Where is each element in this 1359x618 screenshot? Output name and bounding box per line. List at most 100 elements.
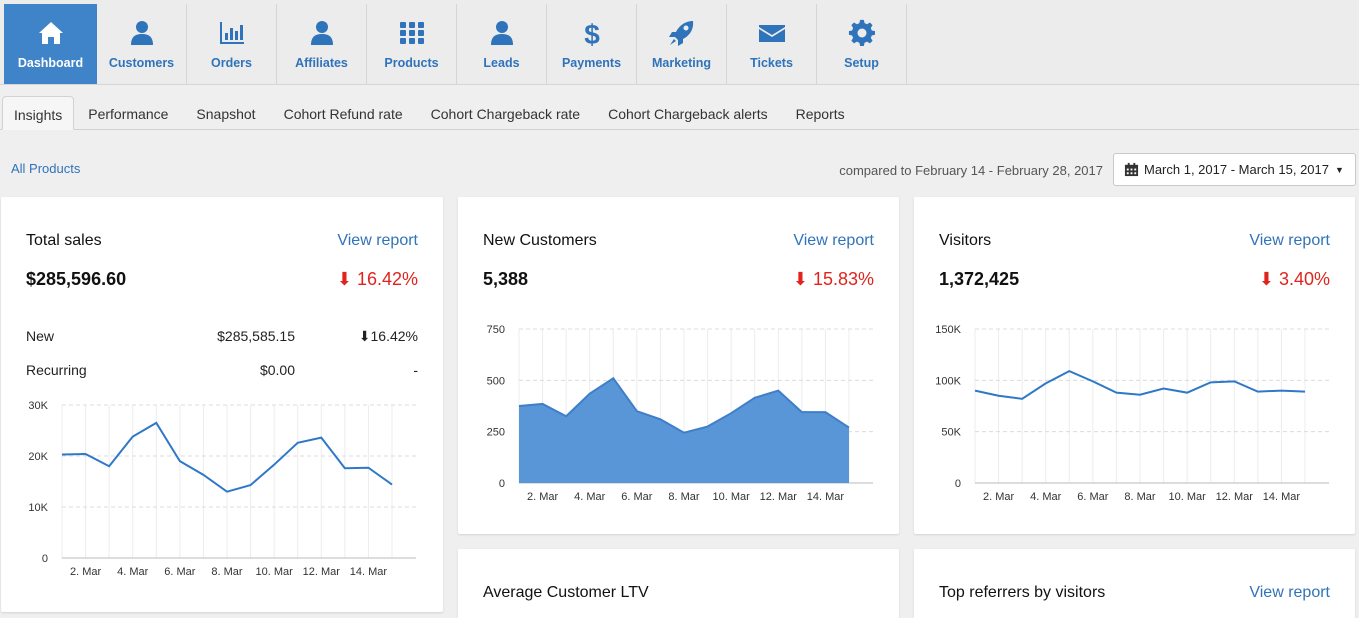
x-tick-label: 12. Mar bbox=[1216, 491, 1254, 503]
data-point bbox=[706, 425, 709, 428]
view-report-link[interactable]: View report bbox=[1249, 232, 1330, 249]
x-tick-label: 8. Mar bbox=[668, 491, 700, 503]
nav-label: Products bbox=[384, 56, 439, 70]
nav-label: Leads bbox=[483, 56, 520, 70]
change-value: 3.40% bbox=[1278, 269, 1330, 289]
y-tick-label: 250 bbox=[487, 427, 505, 439]
caret-down-icon: ▼ bbox=[1335, 164, 1344, 175]
data-point bbox=[178, 460, 181, 463]
x-tick-label: 14. Mar bbox=[807, 491, 845, 503]
data-point bbox=[1304, 390, 1307, 393]
date-range-picker[interactable]: March 1, 2017 - March 15, 2017 ▼ bbox=[1113, 153, 1356, 186]
series-line bbox=[974, 369, 1306, 400]
data-point bbox=[730, 412, 733, 415]
all-products-link[interactable]: All Products bbox=[11, 161, 81, 176]
data-point bbox=[1186, 391, 1189, 394]
nav-setup[interactable]: Setup bbox=[817, 4, 907, 84]
home-icon bbox=[36, 18, 66, 48]
nav-dashboard[interactable]: Dashboard bbox=[4, 4, 97, 84]
data-point bbox=[753, 396, 756, 399]
card-title: Total sales bbox=[26, 232, 102, 249]
user-icon bbox=[127, 18, 157, 48]
data-point bbox=[1233, 380, 1236, 383]
svg-text:$: $ bbox=[584, 19, 600, 47]
tab-cohort-chargeback-rate[interactable]: Cohort Chargeback rate bbox=[430, 106, 581, 122]
x-tick-label: 6. Mar bbox=[621, 491, 653, 503]
x-tick-label: 12. Mar bbox=[760, 491, 798, 503]
data-point bbox=[202, 473, 205, 476]
data-point bbox=[777, 389, 780, 392]
data-point bbox=[974, 389, 977, 392]
data-point bbox=[391, 483, 394, 486]
data-point bbox=[84, 452, 87, 455]
arrow-down-icon: ⬇ bbox=[792, 269, 808, 289]
visitors-card: Visitors View report 1,372,425 ⬇ 3.40% 0… bbox=[914, 197, 1355, 534]
x-tick-label: 8. Mar bbox=[211, 566, 243, 578]
data-point bbox=[61, 453, 64, 456]
data-point bbox=[1021, 397, 1024, 400]
tab-cohort-refund-rate[interactable]: Cohort Refund rate bbox=[283, 106, 403, 122]
data-point bbox=[1209, 381, 1212, 384]
tab-insights[interactable]: Insights bbox=[2, 96, 75, 130]
nav-products[interactable]: Products bbox=[367, 4, 457, 84]
x-tick-label: 2. Mar bbox=[70, 566, 102, 578]
data-point bbox=[273, 463, 276, 466]
total-sales-card: Total sales View report $285,596.60 ⬇ 16… bbox=[1, 197, 443, 612]
data-point bbox=[1139, 393, 1142, 396]
row-value-new: $285,585.15 bbox=[217, 328, 295, 344]
view-report-link[interactable]: View report bbox=[337, 232, 418, 249]
nav-tickets[interactable]: Tickets bbox=[727, 4, 817, 84]
series-line bbox=[518, 376, 850, 434]
nav-label: Tickets bbox=[750, 56, 793, 70]
nav-label: Customers bbox=[108, 56, 175, 70]
x-tick-label: 14. Mar bbox=[1263, 491, 1301, 503]
total-sales-chart: 0 10K 20K 30K 2. Mar 4. Mar 6. Mar 8. Mar 10. Ma… bbox=[28, 400, 416, 578]
nav-customers[interactable]: Customers bbox=[97, 4, 187, 84]
data-point bbox=[800, 411, 803, 414]
data-point bbox=[565, 415, 568, 418]
new-customers-value: 5,388 bbox=[483, 269, 529, 289]
series-area bbox=[519, 378, 849, 483]
y-tick-label: 0 bbox=[955, 478, 961, 490]
x-tick-label: 4. Mar bbox=[574, 491, 606, 503]
tab-reports[interactable]: Reports bbox=[795, 106, 845, 122]
nav-payments[interactable]: $ Payments bbox=[547, 4, 637, 84]
row-label-recurring: Recurring bbox=[26, 362, 87, 378]
nav-affiliates[interactable]: Affiliates bbox=[277, 4, 367, 84]
tab-snapshot[interactable]: Snapshot bbox=[196, 106, 256, 122]
y-tick-label: 150K bbox=[935, 324, 961, 336]
nav-label: Dashboard bbox=[17, 56, 84, 70]
arrow-down-icon: ⬇ bbox=[358, 328, 371, 344]
x-tick-label: 6. Mar bbox=[164, 566, 196, 578]
change-value: 16.42% bbox=[356, 269, 418, 289]
new-customers-chart: 0 250 500 750 2. Mar 4. Mar 6. Mar 8. Mar 10. Ma… bbox=[487, 324, 873, 503]
x-tick-label: 2. Mar bbox=[983, 491, 1015, 503]
tab-performance[interactable]: Performance bbox=[88, 106, 169, 122]
envelope-icon bbox=[757, 18, 787, 48]
bar-chart-icon bbox=[217, 18, 247, 48]
top-referrers-card: Top referrers by visitors View report bbox=[914, 549, 1355, 618]
nav-marketing[interactable]: Marketing bbox=[637, 4, 727, 84]
view-report-link[interactable]: View report bbox=[793, 232, 874, 249]
y-tick-label: 10K bbox=[28, 502, 48, 514]
card-title: New Customers bbox=[483, 232, 597, 249]
data-point bbox=[131, 435, 134, 438]
sub-tabs: Insights Performance Snapshot Cohort Ref… bbox=[0, 96, 1359, 130]
card-title: Average Customer LTV bbox=[483, 584, 649, 601]
grid-icon bbox=[397, 18, 427, 48]
total-sales-change: ⬇ 16.42% bbox=[337, 269, 418, 290]
nav-leads[interactable]: Leads bbox=[457, 4, 547, 84]
view-report-link[interactable]: View report bbox=[1249, 584, 1330, 601]
data-point bbox=[612, 377, 615, 380]
data-point bbox=[635, 410, 638, 413]
tab-cohort-chargeback-alerts[interactable]: Cohort Chargeback alerts bbox=[608, 106, 768, 122]
change-value: 16.42% bbox=[370, 328, 418, 344]
nav-orders[interactable]: Orders bbox=[187, 4, 277, 84]
data-point bbox=[541, 402, 544, 405]
arrow-down-icon: ⬇ bbox=[1258, 269, 1274, 289]
row-change-recurring: - bbox=[413, 362, 418, 378]
x-tick-label: 12. Mar bbox=[303, 566, 341, 578]
data-point bbox=[1091, 380, 1094, 383]
visitors-change: ⬇ 3.40% bbox=[1259, 269, 1330, 290]
data-point bbox=[249, 484, 252, 487]
